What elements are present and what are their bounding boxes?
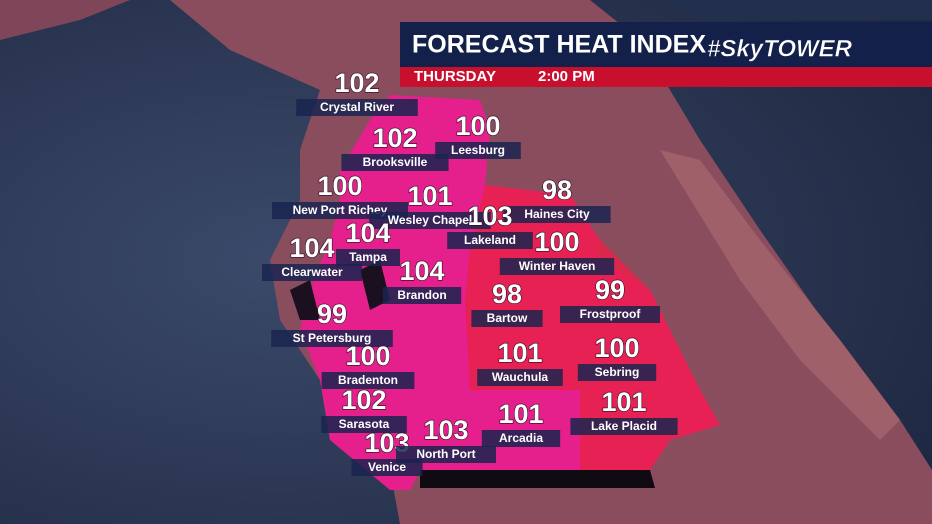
name-bar	[341, 154, 449, 171]
name-bar	[382, 287, 462, 304]
header-sub-bar	[400, 67, 932, 87]
heat-index: 100	[345, 341, 390, 371]
name-bar	[351, 459, 423, 476]
brand: #SkyTOWER	[707, 35, 853, 62]
name-bar	[503, 206, 611, 223]
land	[0, 0, 130, 40]
name-bar	[262, 264, 362, 281]
heat-index: 98	[492, 279, 522, 309]
heat-index: 104	[345, 218, 390, 248]
heat-index: 100	[594, 333, 639, 363]
bay	[360, 260, 390, 310]
city-name: Brooksville	[363, 155, 428, 169]
time: 2:00 PM	[538, 68, 595, 85]
city-name: New Port Richey	[293, 203, 388, 217]
city-name: Venice	[368, 460, 406, 474]
city-name: Wesley Chapel	[388, 213, 472, 227]
city-name: Sebring	[595, 365, 640, 379]
city-name: Arcadia	[499, 431, 543, 445]
name-bar	[447, 232, 533, 249]
heat-index: 101	[407, 181, 452, 211]
heat-index: 101	[497, 338, 542, 368]
heat-index: 99	[595, 275, 625, 305]
city-name: St Petersburg	[293, 331, 372, 345]
heat-index: 102	[372, 123, 417, 153]
name-bar	[321, 372, 415, 389]
city-name: Sarasota	[339, 417, 390, 431]
city-name: Lake Placid	[591, 419, 657, 433]
city-name: Bartow	[487, 311, 528, 325]
heat-index: 102	[341, 385, 386, 415]
title: FORECAST HEAT INDEX	[412, 31, 706, 59]
heat-index: 103	[467, 201, 512, 231]
name-bar	[499, 258, 615, 275]
name-bar	[477, 369, 563, 386]
day: THURSDAY	[414, 68, 496, 85]
heat-index: 99	[317, 299, 347, 329]
city-name: Clearwater	[281, 265, 343, 279]
name-bar	[570, 418, 678, 435]
city-name: Wauchula	[492, 370, 549, 384]
heat-index: 98	[542, 175, 572, 205]
name-bar	[321, 416, 407, 433]
heat-index: 102	[334, 68, 379, 98]
name-bar	[577, 364, 657, 381]
heat-index: 104	[399, 256, 444, 286]
ocean	[660, 0, 932, 20]
city-name: Brandon	[397, 288, 446, 302]
name-bar	[560, 306, 660, 323]
name-bar	[369, 212, 491, 229]
heat-index: 100	[317, 171, 362, 201]
name-bar	[271, 330, 393, 347]
header-bar	[400, 22, 932, 67]
heat-index: 100	[534, 227, 579, 257]
city-name: Frostproof	[580, 307, 642, 321]
city-name: North Port	[416, 447, 475, 461]
heat-index: 101	[498, 399, 543, 429]
heat-index: 101	[601, 387, 646, 417]
heat-region	[465, 185, 720, 470]
city-name: Tampa	[349, 250, 387, 264]
city-labels: Crystal River 102 Brooksville 102 Leesburg 10…	[262, 68, 678, 476]
border	[420, 470, 655, 488]
heat-index: 100	[455, 111, 500, 141]
city-name: Lakeland	[464, 233, 516, 247]
city-name: Haines City	[524, 207, 590, 221]
heat-index: 103	[423, 415, 468, 445]
name-bar	[481, 430, 561, 447]
name-bar	[471, 310, 543, 327]
city-name: Bradenton	[338, 373, 398, 387]
city-name: Winter Haven	[519, 259, 596, 273]
bay	[290, 280, 320, 320]
name-bar	[296, 99, 418, 116]
name-bar	[396, 446, 496, 463]
name-bar	[435, 142, 521, 159]
name-bar	[336, 249, 400, 266]
land	[660, 150, 900, 440]
city-name: Crystal River	[320, 100, 394, 114]
city-name: Leesburg	[451, 143, 505, 157]
heat-index: 104	[289, 233, 334, 263]
